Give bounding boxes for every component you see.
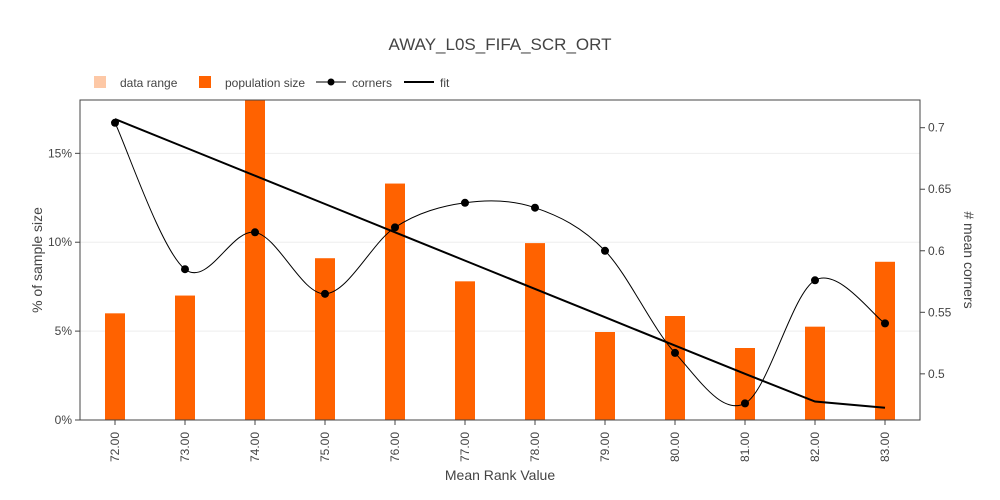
legend: data range population size corners fit [94,76,450,90]
legend-label-data-range: data range [120,76,178,90]
y2-tick-label-3: 0.65 [928,182,952,196]
bar-79.00 [595,332,615,420]
corners-point-82.00 [811,276,819,285]
corners-point-72.00 [111,118,119,127]
bar-80.00 [665,316,685,420]
corners-point-73.00 [181,265,189,274]
gridlines [80,152,920,332]
legend-label-population-size: population size [225,76,305,90]
y2-tick-label-0: 0.5 [928,367,945,381]
bar-76.00 [385,183,405,420]
x-tick-label-2: 74.00 [248,432,262,462]
x-tick-label-8: 80.00 [668,432,682,462]
x-tick-label-0: 72.00 [108,432,122,462]
y-tick-label-2: 10% [48,235,72,249]
x-axis-title: Mean Rank Value [445,467,555,483]
corners-point-81.00 [741,399,749,408]
plot-frame [79,99,921,421]
bar-81.00 [735,348,755,420]
legend-label-corners: corners [352,76,392,90]
x-tick-label-10: 82.00 [808,432,822,462]
bar-77.00 [455,281,475,420]
bars [105,100,895,420]
x-tick-label-7: 79.00 [598,432,612,462]
legend-marker-corners [327,78,335,86]
fit-line [114,118,886,409]
chart-title: AWAY_L0S_FIFA_SCR_ORT [389,35,612,54]
y-tick-label-1: 5% [55,324,73,338]
corners-point-75.00 [321,289,329,298]
corners-point-79.00 [601,246,609,255]
bar-82.00 [805,326,825,420]
bar-72.00 [105,313,125,420]
y2-axis-ticks: 0.5 0.55 0.6 0.65 0.7 [920,121,952,381]
y2-axis-title: # mean corners [961,211,977,308]
x-tick-label-9: 81.00 [738,432,752,462]
bar-73.00 [175,295,195,420]
legend-label-fit: fit [440,76,450,90]
x-tick-label-11: 83.00 [878,432,892,462]
corners-point-77.00 [461,198,469,207]
y-tick-label-3: 15% [48,146,72,160]
bar-78.00 [525,243,545,420]
x-axis-ticks: 72.00 73.00 74.00 75.00 76.00 77.00 78.00 79.00… [108,420,892,462]
corners-point-76.00 [391,223,399,232]
y2-tick-label-1: 0.55 [928,305,952,319]
legend-swatch-data-range [94,76,106,88]
y-axis-title: % of sample size [29,207,45,313]
x-tick-label-5: 77.00 [458,432,472,462]
corners-point-80.00 [671,348,679,357]
corners-line [114,122,886,407]
plot-border [79,99,921,421]
bar-74.00 [245,100,265,420]
x-tick-label-4: 76.00 [388,432,402,462]
y2-tick-label-2: 0.6 [928,244,945,258]
y-tick-label-0: 0% [55,413,73,427]
x-tick-label-3: 75.00 [318,432,332,462]
bar-83.00 [875,261,895,420]
corners-point-83.00 [881,319,889,328]
corners-point-78.00 [531,203,539,212]
bar-75.00 [315,258,335,420]
lines [111,118,889,409]
y-axis-ticks: 0% 5% 10% 15% [48,146,80,427]
corners-point-74.00 [251,228,259,237]
legend-swatch-population-size [199,76,211,88]
x-tick-label-6: 78.00 [528,432,542,462]
y2-tick-label-4: 0.7 [928,121,945,135]
x-tick-label-1: 73.00 [178,432,192,462]
